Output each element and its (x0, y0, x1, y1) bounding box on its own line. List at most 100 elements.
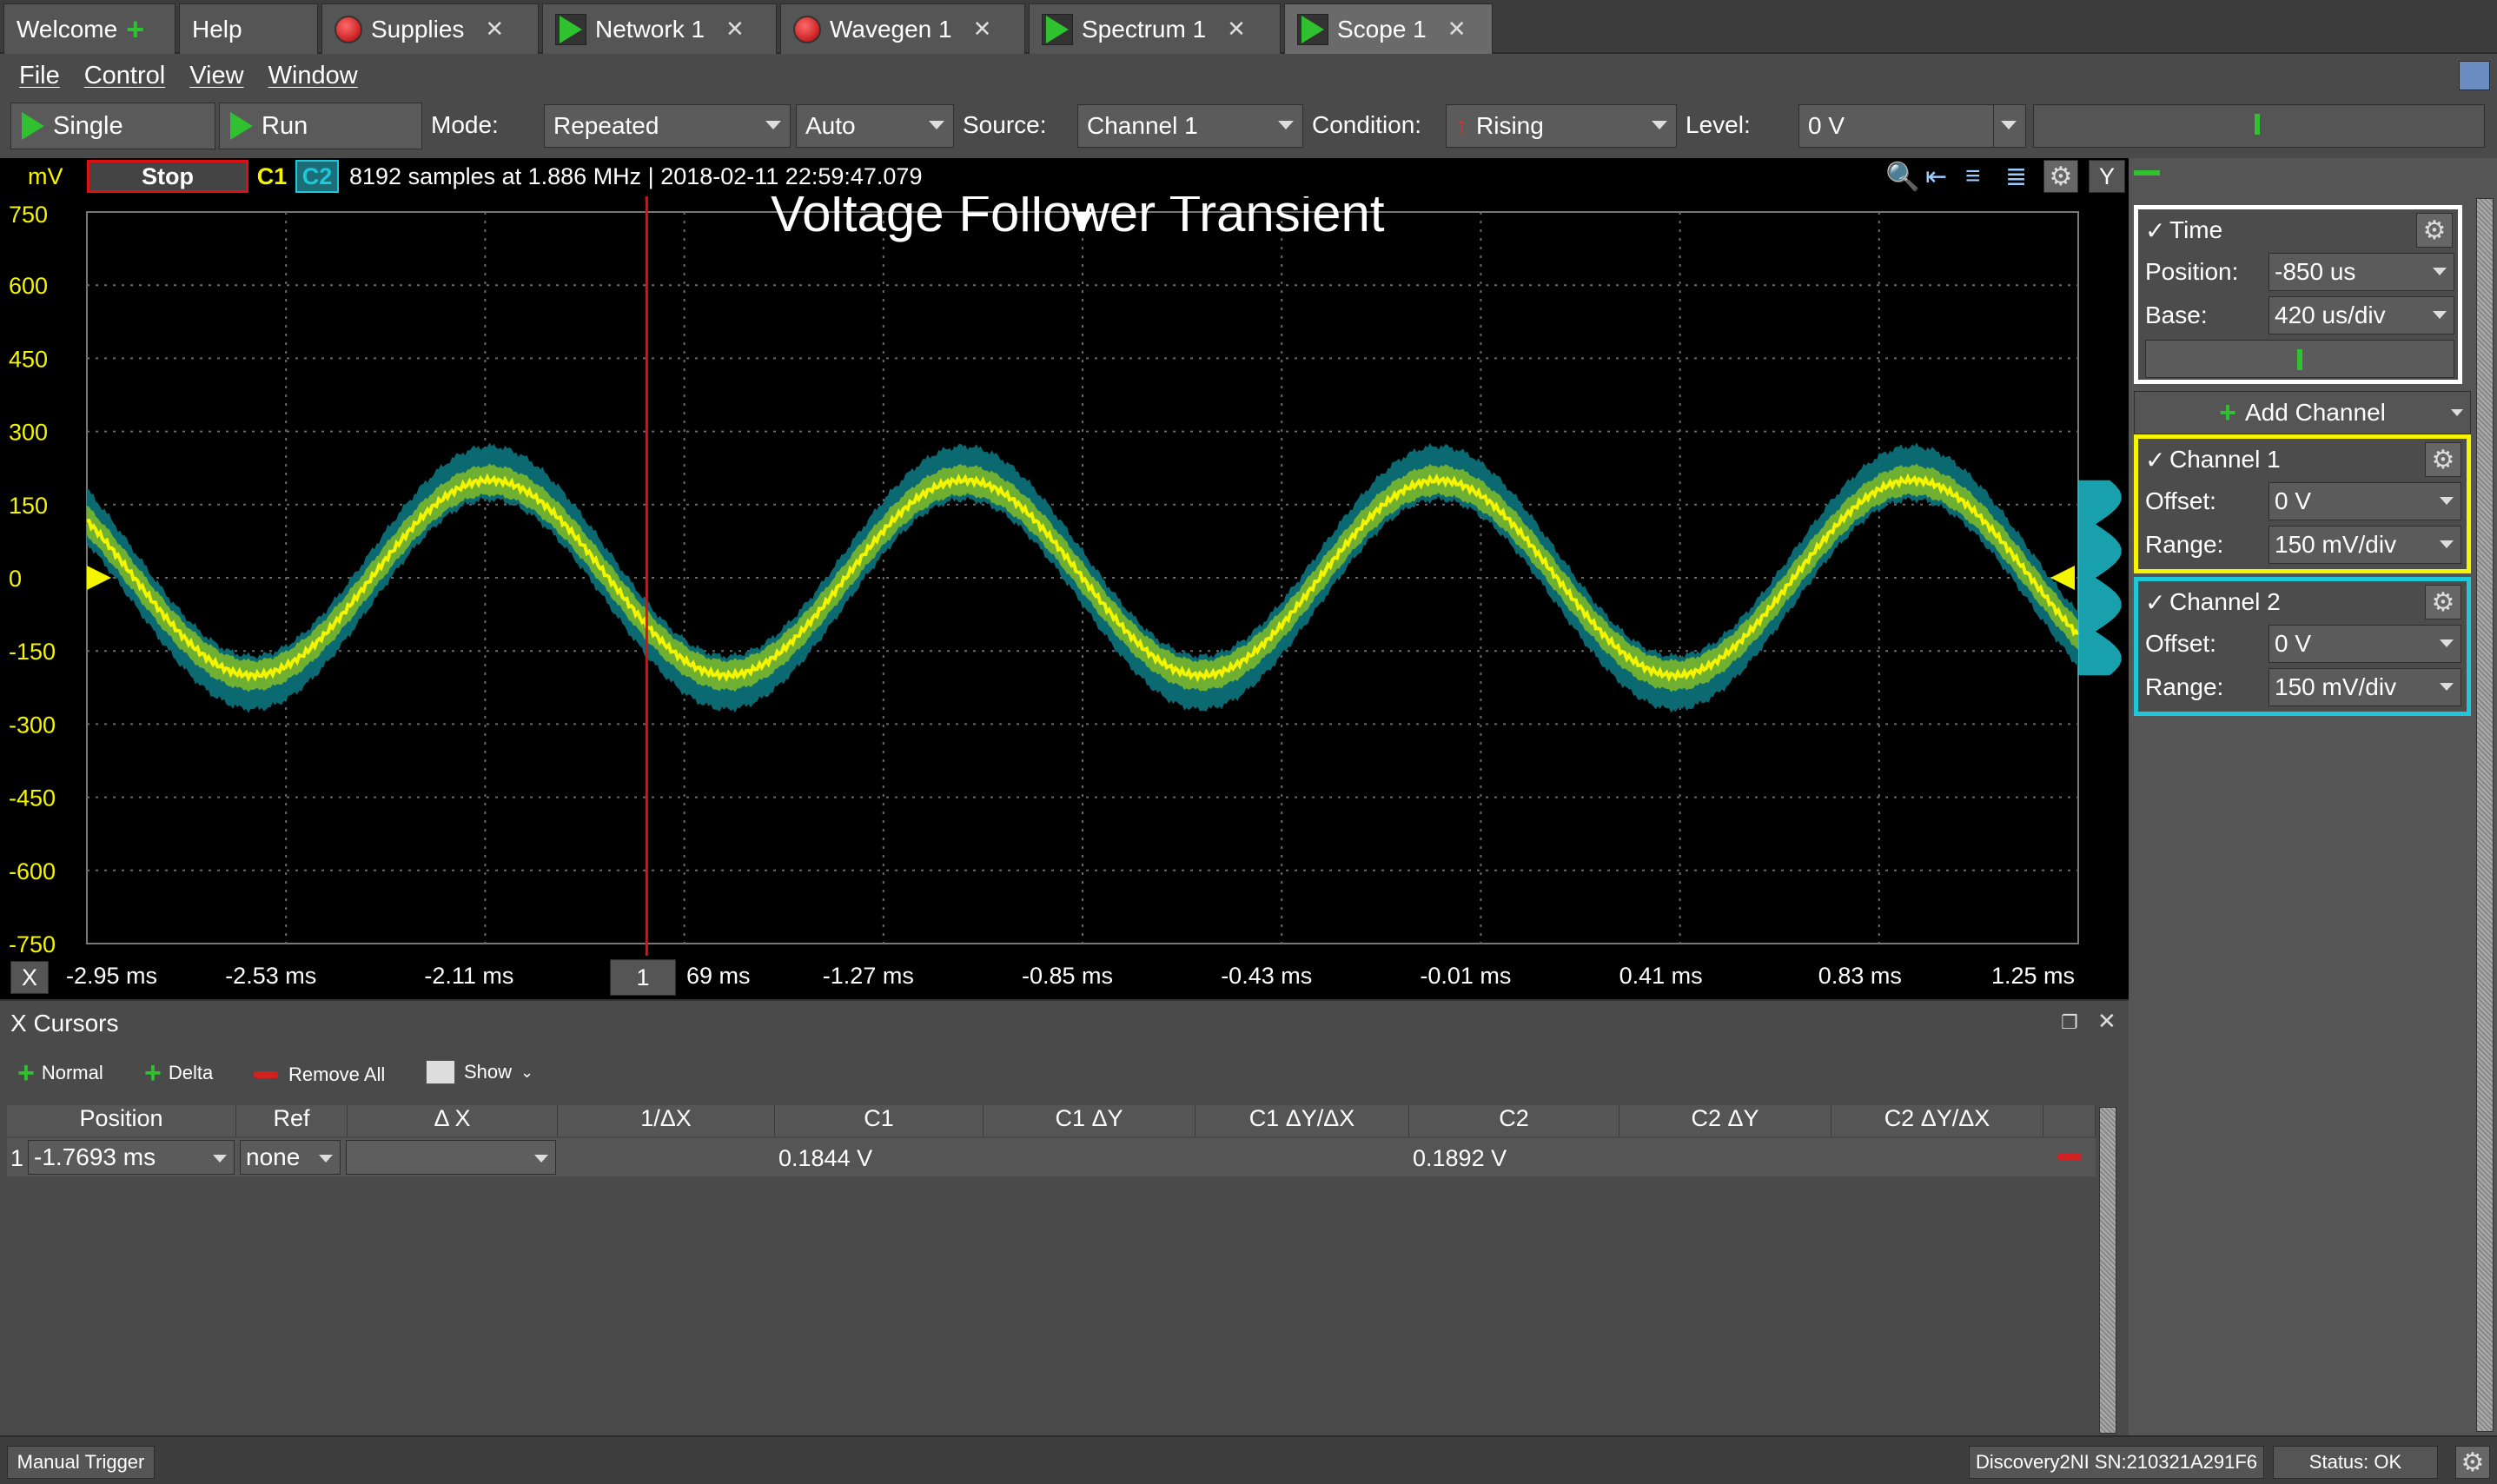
scope-plot[interactable]: 750 600 450 300 150 0 -150 -300 -450 -600 -750 Vol… (0, 184, 2129, 957)
add-channel-label: Add Channel (2244, 399, 2386, 426)
cursor-delta-select[interactable] (346, 1140, 556, 1175)
condition-select[interactable]: ↑ Rising (1446, 104, 1677, 148)
auto-select[interactable]: Auto (796, 104, 954, 148)
channel2-toggle[interactable]: C2 (295, 160, 339, 193)
tab-welcome[interactable]: Welcome + (3, 3, 176, 54)
single-button[interactable]: Single (10, 103, 215, 149)
close-icon[interactable]: ✕ (972, 16, 992, 42)
x-tick-label: -2.95 ms (66, 963, 158, 989)
remove-cursor-icon[interactable] (2057, 1154, 2082, 1160)
time-base-select[interactable]: 420 us/div (2268, 296, 2454, 335)
channel1-toggle[interactable]: C1 (252, 160, 292, 193)
cursor-position-select[interactable]: -1.7693 ms (28, 1140, 235, 1175)
close-icon[interactable]: ✕ (725, 16, 745, 42)
menu-file[interactable]: File (19, 61, 60, 89)
window-restore-icon[interactable] (2459, 61, 2490, 90)
level-input[interactable]: 0 V (1798, 104, 2026, 148)
slider-handle[interactable] (2255, 114, 2260, 135)
trigger-position-slider[interactable] (2033, 104, 2485, 148)
col-c1[interactable]: C1 (775, 1105, 984, 1136)
close-icon[interactable]: ✕ (2097, 1008, 2116, 1034)
col-action (2043, 1105, 2096, 1136)
tab-label: Spectrum 1 (1082, 15, 1207, 43)
col-inv-delta-x[interactable]: 1/ΔX (558, 1105, 775, 1136)
gear-icon[interactable]: ⚙ (2425, 442, 2461, 477)
manual-trigger-button[interactable]: Manual Trigger (7, 1446, 155, 1479)
tab-network[interactable]: Network 1 ✕ (542, 3, 777, 54)
gear-icon[interactable]: ⚙ (2043, 160, 2078, 193)
time-position-select[interactable]: -850 us (2268, 253, 2454, 291)
col-delta-x[interactable]: Δ X (348, 1105, 558, 1136)
status-text: Stop (142, 162, 194, 189)
menu-view[interactable]: View (189, 61, 244, 89)
y-axis-button[interactable]: Y (2089, 160, 2125, 193)
col-c1-dydx[interactable]: C1 ΔY/ΔX (1196, 1105, 1409, 1136)
col-ref[interactable]: Ref (236, 1105, 348, 1136)
chevron-down-icon (1652, 121, 1667, 129)
remove-all-button[interactable]: Remove All (254, 1063, 385, 1086)
channel1-checkbox[interactable]: ✓ (2145, 447, 2166, 474)
close-icon[interactable]: ✕ (1447, 16, 1467, 42)
menu-control[interactable]: Control (83, 61, 166, 89)
time-position-slider[interactable] (2145, 340, 2454, 378)
cursor-handle[interactable]: 1 (610, 959, 676, 996)
channel2-range-select[interactable]: 150 mV/div (2268, 668, 2461, 706)
col-position[interactable]: Position (7, 1105, 236, 1136)
time-checkbox[interactable]: ✓ (2145, 217, 2166, 244)
status-indicator: Status: OK (2273, 1446, 2438, 1479)
undock-icon[interactable]: ❐ (2061, 1011, 2078, 1033)
tab-supplies[interactable]: Supplies ✕ (321, 3, 539, 54)
add-channel-button[interactable]: + Add Channel (2134, 391, 2471, 434)
tab-spectrum[interactable]: Spectrum 1 ✕ (1029, 3, 1281, 54)
run-button[interactable]: Run (219, 103, 422, 149)
col-c2-dy[interactable]: C2 ΔY (1619, 1105, 1831, 1136)
acquisition-status: Stop (87, 160, 248, 193)
delta-button[interactable]: + Delta (144, 1058, 213, 1088)
chevron-down-icon (2433, 311, 2447, 319)
channel1-offset-value: 0 V (2275, 487, 2312, 514)
source-label: Source: (963, 111, 1047, 138)
condition-value: Rising (1476, 112, 1544, 139)
gear-icon[interactable]: ⚙ (2425, 585, 2461, 619)
waveform-canvas[interactable]: 750 600 450 300 150 0 -150 -300 -450 -600 -750 Vol… (0, 184, 2129, 957)
zoom-icon[interactable]: 🔍 (1885, 161, 1920, 192)
chevron-down-icon (1278, 121, 1294, 129)
channel2-title: Channel 2 (2169, 588, 2281, 615)
y-tick-label: -150 (9, 639, 56, 665)
col-c2-dydx[interactable]: C2 ΔY/ΔX (1831, 1105, 2043, 1136)
col-c2[interactable]: C2 (1409, 1105, 1619, 1136)
tab-scope[interactable]: Scope 1 ✕ (1284, 3, 1493, 54)
menu-window[interactable]: Window (268, 61, 358, 89)
collapse-handle[interactable] (2134, 170, 2160, 176)
source-select[interactable]: Channel 1 (1077, 104, 1303, 148)
remove-all-label: Remove All (288, 1063, 386, 1085)
mode-select[interactable]: Repeated (544, 104, 791, 148)
panel-scrollbar[interactable] (2476, 198, 2494, 1432)
channel2-checkbox[interactable]: ✓ (2145, 589, 2166, 616)
channel1-offset-select[interactable]: 0 V (2268, 482, 2461, 520)
table-scrollbar[interactable] (2099, 1107, 2116, 1434)
normal-button[interactable]: + Normal (17, 1058, 103, 1088)
channel1-range-select[interactable]: 150 mV/div (2268, 526, 2461, 564)
align-icon[interactable]: ⇤ (1925, 162, 1948, 191)
show-button[interactable]: Show ⌄ (426, 1060, 533, 1084)
slider-handle[interactable] (2297, 349, 2302, 370)
tab-help[interactable]: Help (179, 3, 318, 54)
tab-wavegen[interactable]: Wavegen 1 ✕ (780, 3, 1025, 54)
channel2-offset-select[interactable]: 0 V (2268, 625, 2461, 663)
col-c1-dy[interactable]: C1 ΔY (984, 1105, 1196, 1136)
cursor-ref-select[interactable]: none (240, 1140, 341, 1175)
close-icon[interactable]: ✕ (1227, 16, 1246, 42)
x-axis-button[interactable]: X (10, 961, 49, 994)
close-icon[interactable]: ✕ (485, 16, 505, 42)
channel1-range-label: Range: (2145, 531, 2224, 558)
cursor-position-value: -1.7693 ms (34, 1143, 156, 1170)
gear-icon[interactable]: ⚙ (2455, 1446, 2490, 1479)
single-label: Single (53, 111, 123, 140)
align-center-icon[interactable]: ≡ (1965, 162, 1981, 190)
level-dropdown[interactable] (1993, 104, 2026, 148)
device-info[interactable]: Discovery2NI SN:210321A291F6 (1969, 1446, 2264, 1479)
gear-icon[interactable]: ⚙ (2416, 213, 2453, 248)
align-right-icon[interactable]: ≣ (2005, 162, 2028, 191)
trigger-level-marker-left (87, 566, 111, 590)
